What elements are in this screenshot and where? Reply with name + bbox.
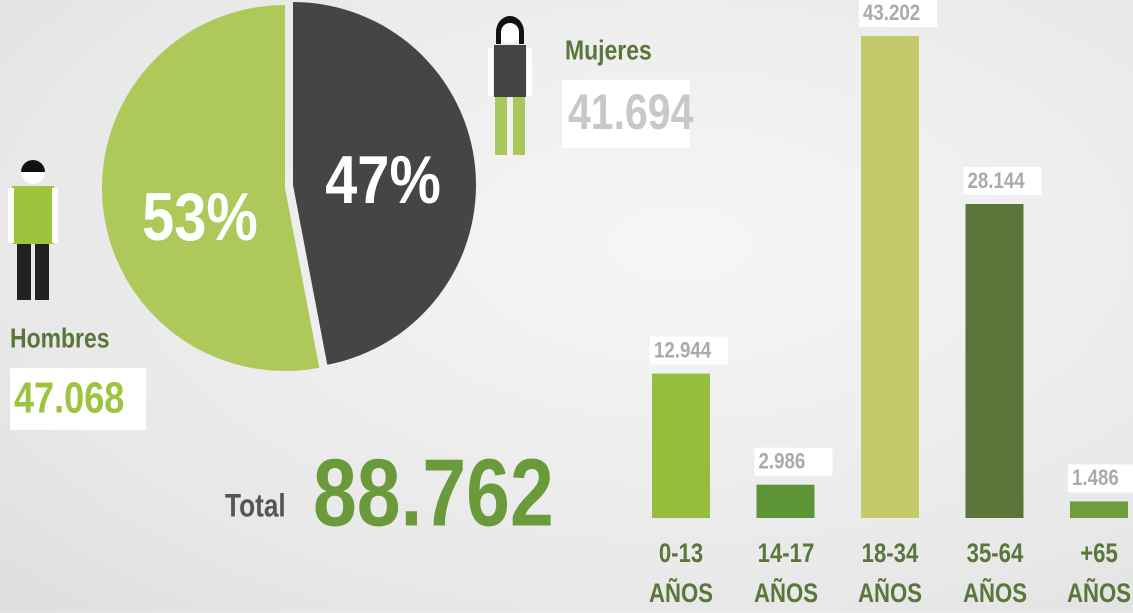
category-label: Mujeres <box>565 35 652 66</box>
pie-slice <box>102 5 320 371</box>
value-label: 12.944 <box>654 339 712 363</box>
bar <box>652 373 710 518</box>
value-label: 28.144 <box>968 169 1026 193</box>
x-tick-label: 35-64 AÑOS <box>962 538 1027 608</box>
value-label: 2.986 <box>759 450 806 474</box>
slice-label: 53% <box>142 180 258 255</box>
woman-icon <box>488 16 532 155</box>
count-box <box>10 368 146 430</box>
count-label: 47.068 <box>14 373 124 422</box>
x-tick-label: 14-17 AÑOS <box>753 538 818 608</box>
count-label: 41.694 <box>568 84 694 140</box>
value-box <box>859 0 937 27</box>
category-label: Hombres <box>10 323 109 354</box>
bar <box>1070 501 1128 518</box>
x-tick-label: 18-34 AÑOS <box>858 538 922 608</box>
bar <box>861 36 919 518</box>
value-box <box>963 167 1042 196</box>
value-label: 1.486 <box>1072 467 1119 491</box>
slice-label: 47% <box>325 143 441 218</box>
total-title: Total <box>225 489 286 524</box>
value-label: 43.202 <box>863 1 920 25</box>
count-box <box>562 80 690 148</box>
man-icon <box>8 160 58 300</box>
value-box <box>1068 464 1133 493</box>
value-box <box>650 336 728 365</box>
total-value: 88.762 <box>313 439 554 546</box>
x-tick-label: 0-13 AÑOS <box>649 538 713 608</box>
x-tick-label: +65 AÑOS <box>1067 538 1131 608</box>
bar <box>756 484 815 518</box>
value-box <box>754 447 833 476</box>
pie-slice <box>293 2 476 365</box>
bar <box>965 204 1024 518</box>
